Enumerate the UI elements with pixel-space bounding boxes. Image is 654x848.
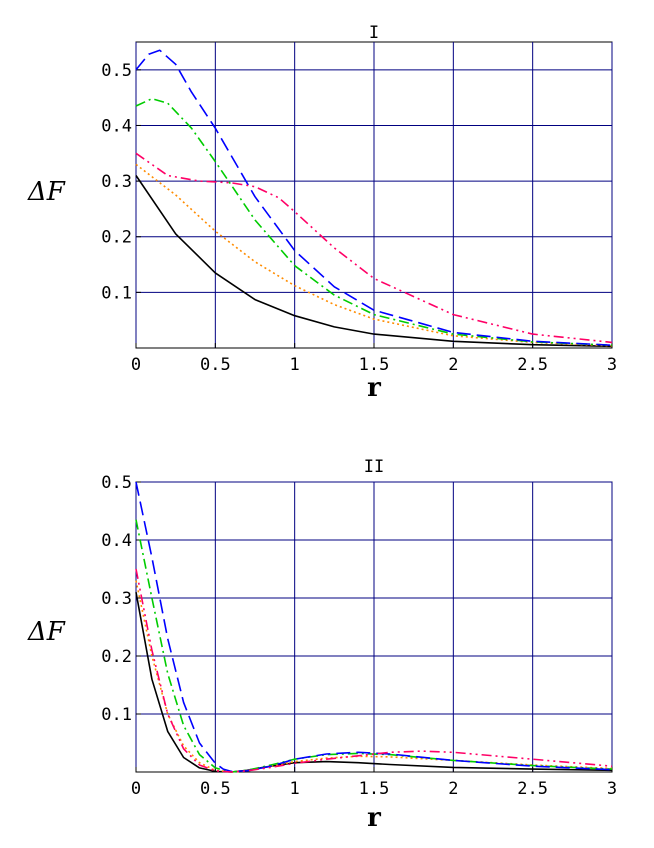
series-line-dotted	[135, 580, 613, 773]
y-tick-label: 0.3	[101, 589, 132, 609]
chart-title: II	[364, 457, 384, 477]
series-line-dashdot	[135, 519, 613, 773]
x-axis-label: r	[367, 373, 381, 403]
chart-panel-2: 0 0.5 1 1.5 2 2.5 3 0.1 0.2 0.3 0.4 0.5 II r ΔF	[27, 457, 617, 833]
x-tick-label: 2.5	[517, 779, 548, 799]
x-tick-label: 2	[448, 355, 458, 375]
y-axis-label: ΔF	[27, 177, 66, 207]
y-tick-label: 0.2	[101, 228, 132, 248]
x-tick-label: 2	[448, 779, 458, 799]
y-tick-label: 0.2	[101, 647, 132, 667]
x-tick-label: 2.5	[517, 355, 548, 375]
y-tick-label: 0.1	[101, 283, 132, 303]
y-tick-label: 0.3	[101, 172, 132, 192]
series-line-solid	[135, 175, 613, 348]
y-axis-label: ΔF	[27, 617, 66, 647]
series-line-dashdotdot	[135, 568, 613, 773]
y-tick-label: 0.1	[101, 705, 132, 725]
x-tick-label: 0.5	[200, 779, 231, 799]
chart-title: I	[369, 23, 379, 43]
x-axis-label: r	[367, 803, 381, 833]
y-tick-label: 0.4	[101, 531, 132, 551]
x-tick-label: 1	[290, 355, 300, 375]
x-tick-label: 1.5	[359, 355, 390, 375]
x-tick-label: 3	[607, 355, 617, 375]
series-line-dashdotdot	[135, 152, 613, 344]
y-tick-label: 0.5	[101, 473, 132, 493]
x-tick-label: 1.5	[359, 779, 390, 799]
series-line-dashdot	[135, 97, 613, 346]
series-line-dashed	[135, 49, 613, 346]
x-tick-label: 0	[131, 355, 141, 375]
x-tick-label: 3	[607, 779, 617, 799]
x-tick-label: 0	[131, 779, 141, 799]
y-tick-label: 0.4	[101, 116, 132, 136]
y-tick-label: 0.5	[101, 61, 132, 81]
x-tick-label: 1	[290, 779, 300, 799]
chart-panel-1: 0 0.5 1 1.5 2 2.5 3 0.1 0.2 0.3 0.4 0.5 Ir ΔF	[27, 23, 617, 403]
series-line-dashed	[135, 481, 613, 773]
x-tick-label: 0.5	[200, 355, 231, 375]
series-line-dotted	[135, 163, 613, 347]
